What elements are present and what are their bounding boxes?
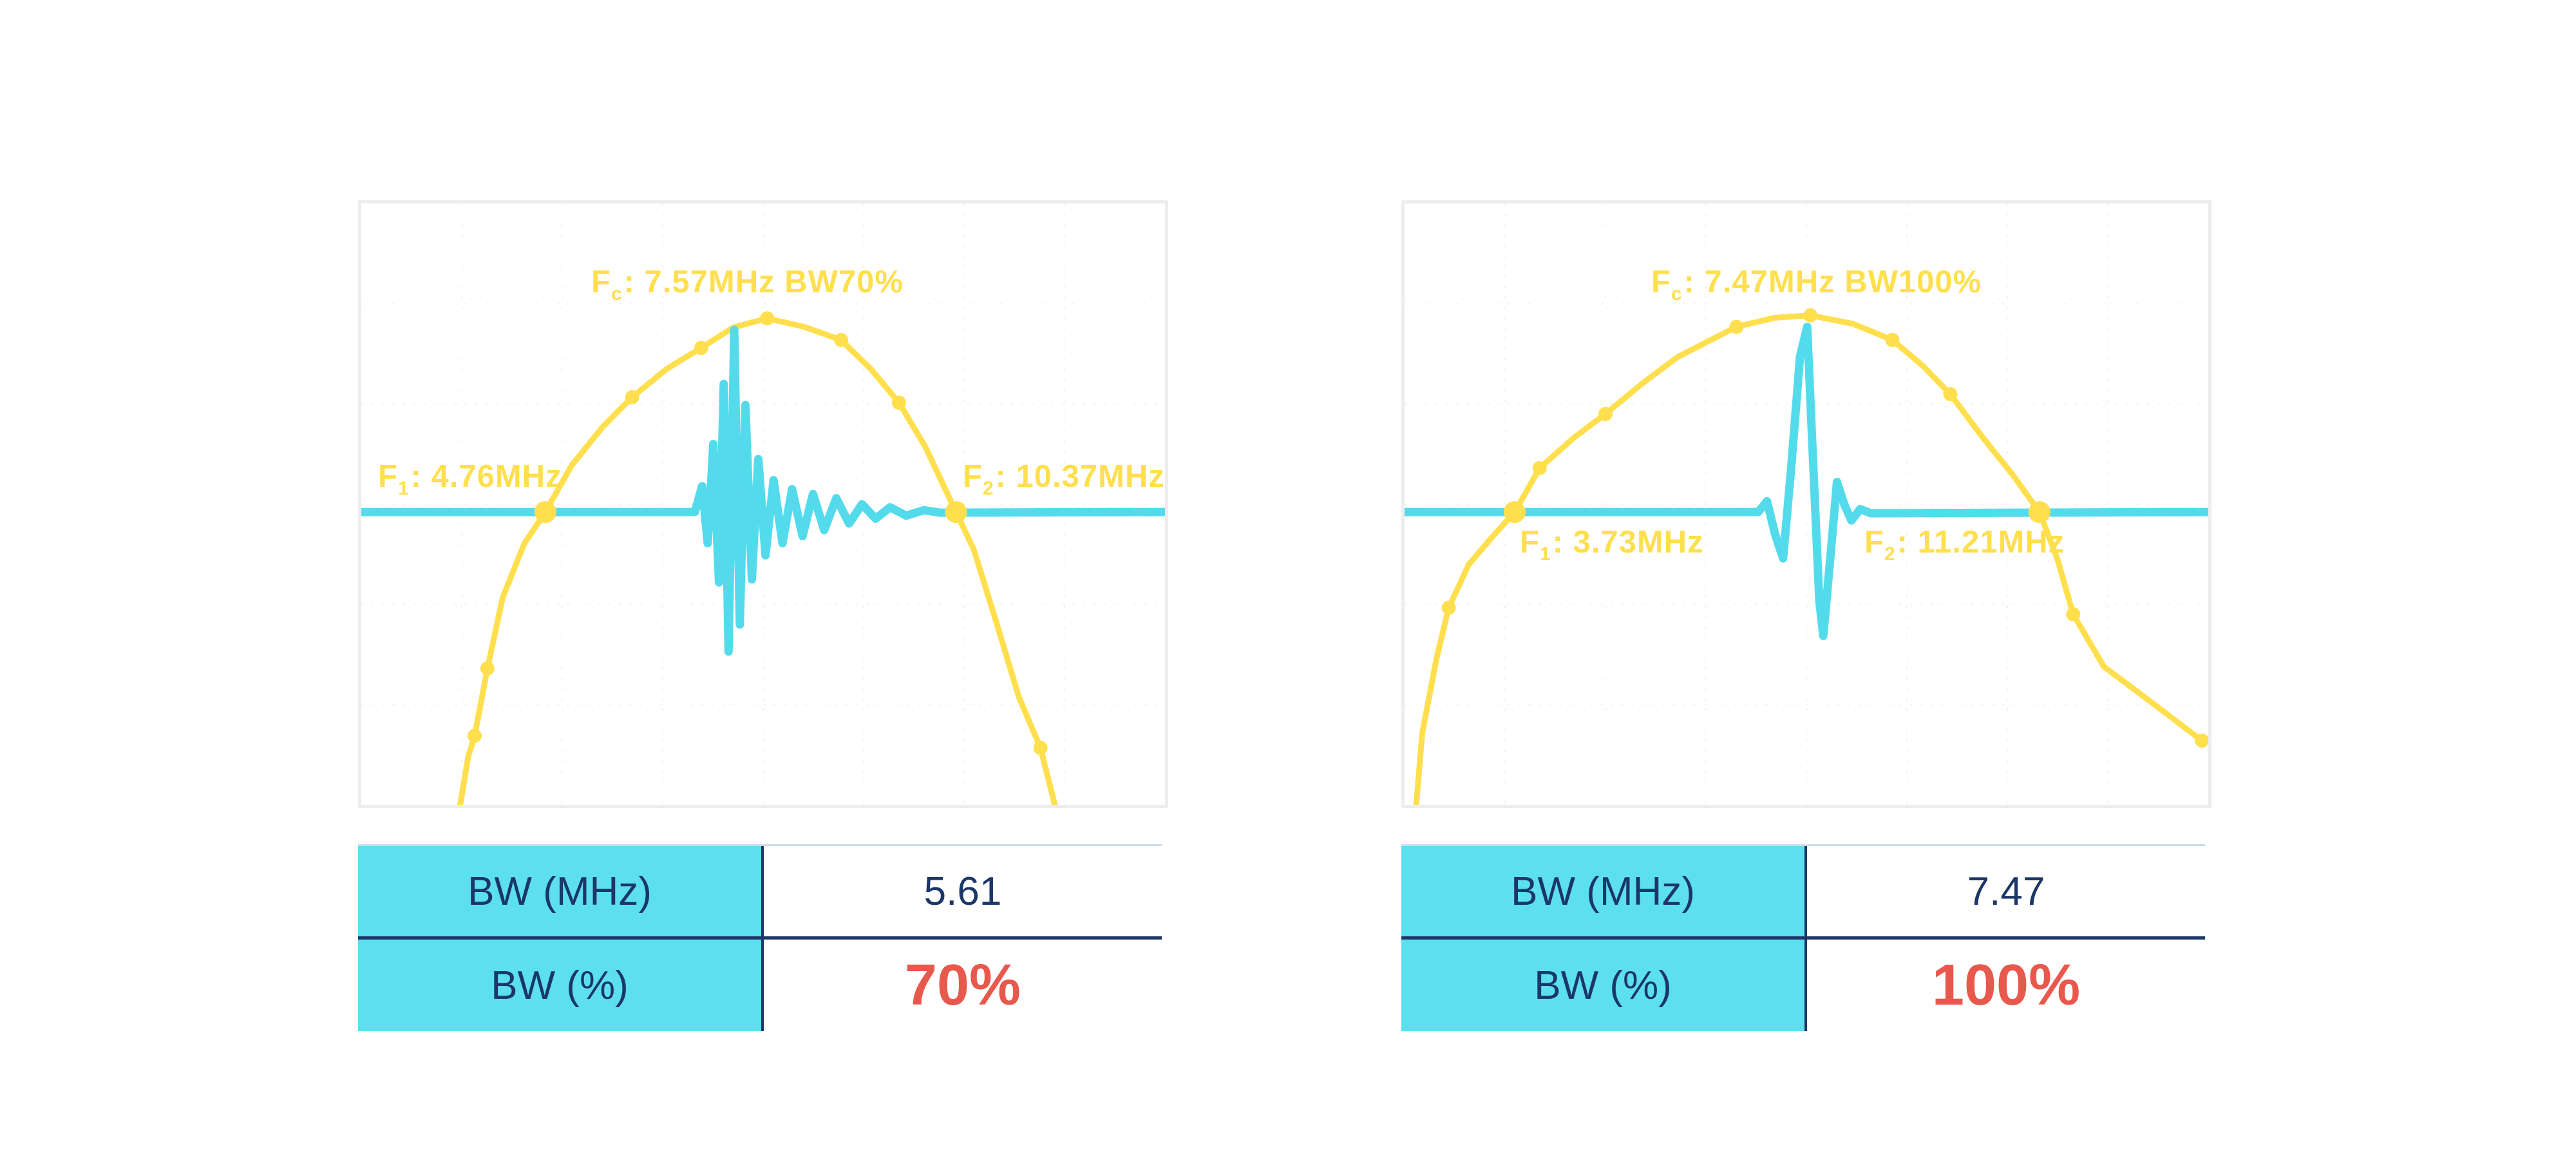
f2-prefix: F bbox=[1864, 525, 1884, 560]
center-frequency-label: Fc: 7.57MHz BW70% bbox=[591, 265, 904, 305]
f1-prefix: F bbox=[1520, 525, 1540, 560]
bandwidth-table-100: BW (MHz) 7.47 BW (%) 100% bbox=[1401, 844, 2205, 1031]
spectrum-panel-100: Fc: 7.47MHz BW100% F1: 3.73MHz F2: 11.21… bbox=[1401, 200, 2211, 808]
bw-percent-header: BW (%) bbox=[1401, 940, 1807, 1031]
fc-value: : 7.57MHz BW70% bbox=[623, 265, 904, 299]
fc-subscript: c bbox=[611, 283, 623, 305]
f2-subscript: 2 bbox=[1884, 544, 1896, 565]
fc-prefix: F bbox=[1651, 265, 1671, 299]
table-row: BW (%) 70% bbox=[358, 940, 1162, 1031]
fc-value: : 7.47MHz BW100% bbox=[1683, 265, 1982, 299]
fc-subscript: c bbox=[1671, 283, 1683, 305]
upper-frequency-label: F2: 10.37MHz bbox=[963, 459, 1165, 499]
spectrum-plot-100 bbox=[1405, 203, 2208, 805]
table-row: BW (MHz) 7.47 bbox=[1401, 846, 2205, 940]
lower-frequency-label: F1: 4.76MHz bbox=[378, 459, 562, 499]
bw-mhz-header: BW (MHz) bbox=[358, 846, 764, 936]
table-row: BW (%) 100% bbox=[1401, 940, 2205, 1031]
fc-prefix: F bbox=[591, 265, 611, 299]
center-frequency-label: Fc: 7.47MHz BW100% bbox=[1651, 265, 1982, 305]
f2-prefix: F bbox=[963, 459, 983, 494]
spectrum-plot-70 bbox=[361, 203, 1165, 805]
table-row: BW (MHz) 5.61 bbox=[358, 846, 1162, 940]
f1-prefix: F bbox=[378, 459, 398, 494]
f1-value: : 3.73MHz bbox=[1552, 525, 1704, 560]
bw-mhz-value: 5.61 bbox=[923, 869, 1002, 914]
spectrum-panel-70: Fc: 7.57MHz BW70% F1: 4.76MHz F2: 10.37M… bbox=[358, 200, 1168, 808]
upper-frequency-label: F2: 11.21MHz bbox=[1864, 525, 2065, 565]
f1-subscript: 1 bbox=[397, 478, 410, 499]
f2-value: : 10.37MHz bbox=[995, 459, 1165, 494]
bw-mhz-header: BW (MHz) bbox=[1401, 846, 1807, 936]
bandwidth-table-70: BW (MHz) 5.61 BW (%) 70% bbox=[358, 844, 1162, 1031]
lower-frequency-label: F1: 3.73MHz bbox=[1520, 525, 1704, 565]
bw-percent-value: 70% bbox=[904, 952, 1021, 1017]
f2-subscript: 2 bbox=[982, 478, 994, 499]
bw-mhz-value: 7.47 bbox=[1967, 869, 2045, 914]
f1-subscript: 1 bbox=[1539, 544, 1551, 565]
bw-percent-value: 100% bbox=[1931, 952, 2081, 1017]
bw-percent-header: BW (%) bbox=[358, 940, 764, 1031]
f1-value: : 4.76MHz bbox=[410, 459, 562, 494]
f2-value: : 11.21MHz bbox=[1897, 525, 2065, 560]
